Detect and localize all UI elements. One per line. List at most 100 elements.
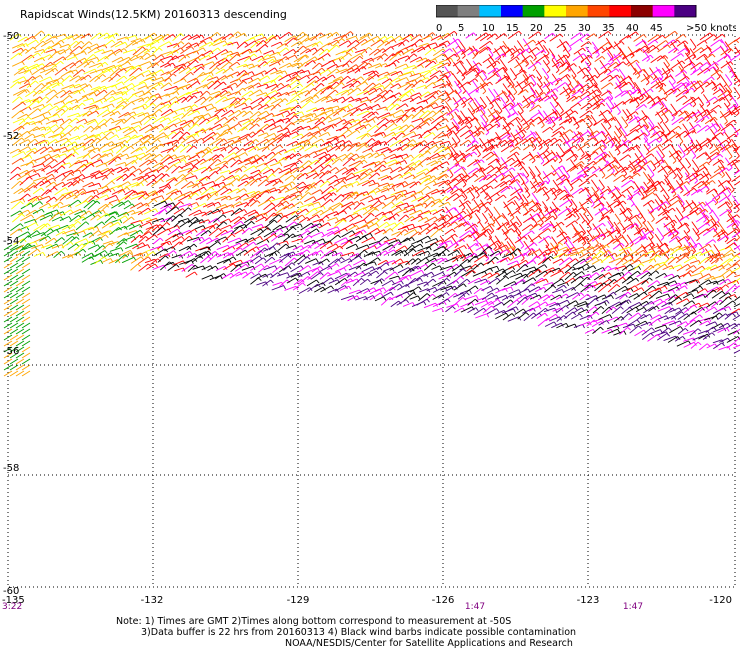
wind-barb [97,55,107,63]
wind-barb [352,76,362,83]
wind-barb [696,115,707,124]
wind-barb-flag [427,130,431,134]
wind-barb-flag [203,71,207,76]
wind-barb [411,74,423,83]
wind-barb [199,193,209,200]
wind-barb-flag [134,129,138,134]
wind-barb [262,168,272,175]
wind-barb-flag [462,158,466,163]
wind-barb [528,47,538,54]
wind-barb [110,141,122,147]
wind-barb-flag [37,108,42,112]
wind-barb-flag [705,185,710,190]
wind-barb-flag [455,105,459,109]
wind-barb [622,98,631,105]
wind-barb [227,174,239,180]
wind-barb-flag [589,55,593,59]
wind-barb [503,74,511,85]
wind-barb-flag [236,41,240,46]
wind-barb-flag [462,152,467,157]
wind-barb-flag [669,139,673,143]
wind-barb [250,169,260,175]
wind-barb [68,126,77,134]
wind-barb-flag [413,53,418,57]
wind-barb [458,174,467,185]
wind-barb [264,151,273,159]
wind-barb [395,103,406,110]
wind-barb [562,86,571,97]
wind-barb [727,180,735,191]
wind-barb [17,65,27,71]
wind-barb-flag [521,161,526,165]
wind-barb-flag [405,63,409,68]
wind-barb [599,146,607,157]
wind-barb [359,195,371,202]
wind-barb-flag [110,152,114,157]
wind-barb [181,162,192,169]
legend-swatch [522,5,545,17]
wind-barb [178,66,189,74]
wind-barb [509,159,519,167]
wind-barb-flag [616,187,621,191]
wind-barb [340,88,352,96]
wind-barb-flag [163,132,167,136]
wind-barb [594,56,603,62]
wind-barb-flag [452,130,456,134]
wind-barb [641,110,648,119]
wind-barb [222,157,233,166]
wind-barb-flag [709,145,713,150]
wind-barb [496,91,505,98]
wind-barb [633,186,643,193]
wind-barb-flag [238,78,242,83]
wind-barb [349,108,360,117]
wind-barb [460,97,472,105]
wind-barb [577,51,585,61]
wind-barb-flag [644,124,649,129]
wind-barb [557,54,566,65]
wind-barb [61,172,71,182]
wind-barb-flag [50,156,54,161]
wind-barb [718,94,729,102]
wind-barb [367,116,377,123]
wind-barb [585,84,595,92]
wind-barb [257,104,268,110]
wind-barb [263,132,275,139]
wind-barb [418,185,428,194]
wind-barb [345,167,355,175]
wind-barb [501,157,513,166]
wind-barb-flag [406,137,411,142]
wind-barb [12,47,22,54]
wind-barb-flag [60,82,64,87]
wind-barb-flag [279,75,284,79]
wind-barb [446,108,457,116]
wind-barb [402,48,413,55]
wind-barb-flag [62,194,67,198]
wind-barb [276,117,289,123]
wind-barb-flag [398,92,402,97]
wind-barb-flag [195,192,199,197]
wind-barb [727,65,735,76]
wind-barb [724,111,734,118]
wind-barb [332,82,342,90]
legend-swatch [566,5,589,17]
wind-barb-flag [589,123,593,128]
wind-barb-flag [435,144,439,149]
wind-barb [671,117,683,126]
wind-barb-flag [216,32,221,36]
wind-barb [117,167,128,174]
wind-barb [83,118,96,125]
wind-barb [137,85,147,90]
wind-barb [18,169,28,175]
wind-barb-flag [536,47,540,51]
legend-swatch [631,5,654,17]
wind-barb-flag [160,178,164,183]
wind-barb [444,130,453,137]
wind-barb [346,192,357,200]
wind-barb [348,119,359,124]
wind-barb [292,111,303,116]
wind-barb-flag [350,31,354,35]
wind-barb [696,144,706,151]
wind-barb-flag [149,61,153,66]
wind-barb-flag [398,161,402,166]
wind-barb [507,151,517,159]
